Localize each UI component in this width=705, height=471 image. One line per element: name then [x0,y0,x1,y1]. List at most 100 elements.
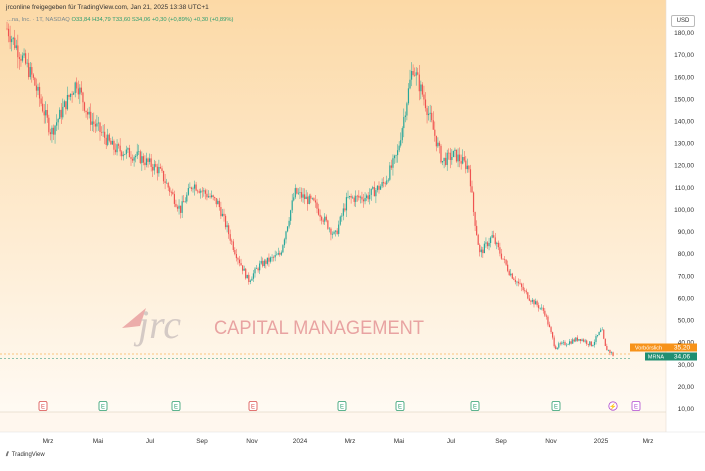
event-marker-label: E [41,405,45,411]
candle-body [414,74,416,76]
candle-body [552,332,554,338]
y-tick-label: 10,00 [678,406,695,413]
candle-body [542,307,544,311]
event-marker-shape [551,401,561,411]
price-axis: 180,00 170,00 160,00 150,00 140,00 130,00 120,… [674,30,694,413]
candle-body [412,71,414,75]
event-marker[interactable]: E [171,401,181,411]
candle-body [262,260,264,267]
candle-body [96,123,98,127]
event-marker[interactable]: E [337,401,347,411]
candle-body [18,57,20,59]
candle-body [352,197,354,199]
event-marker-label: E [554,405,558,411]
prev-badge-label-bg [630,343,667,352]
candle-body [565,344,568,346]
candle-body [536,301,538,306]
candle-body [118,144,120,146]
y-tick-label: 170,00 [674,52,694,59]
time-axis: Mrz Mai Jul Sep Nov 2024 Mrz Mai Jul Sep Nov 2025 Mr… [43,438,654,445]
y-tick-label: 110,00 [675,185,695,192]
candle-body [474,212,476,226]
event-marker[interactable]: ⚡ [608,401,618,411]
y-tick-label: 50,00 [678,318,695,325]
candle-body [144,162,146,166]
candle-body [116,144,118,153]
time-scale-background [0,412,666,432]
x-tick-label: Mai [93,438,103,445]
candle-body [609,349,611,353]
candle-body [104,131,106,138]
candle-body [308,195,310,204]
event-marker[interactable]: E [38,401,48,411]
candle-body [25,53,27,64]
candle-body [596,335,599,337]
candle-body [221,213,224,217]
candle-body [31,67,33,75]
publisher-line: jrconline freigegeben für TradingView.co… [6,4,209,11]
candle-body [328,228,330,230]
event-marker[interactable]: E [98,401,108,411]
currency-button[interactable]: USD [671,15,695,27]
candle-body [229,234,231,241]
candle-body [514,279,516,282]
candle-body [254,268,256,274]
event-marker-shape [608,401,618,411]
candle-body [595,336,597,342]
candle-body [389,165,391,180]
candle-body [57,119,59,123]
candle-body [15,45,17,49]
tradingview-footer[interactable]: ⫽ TradingView [6,452,45,459]
candle-body [187,188,189,195]
candle-body [319,214,321,217]
event-marker[interactable]: E [631,401,641,411]
candle-body [451,157,453,160]
candle-body [108,134,110,141]
candle-body [211,195,213,198]
candle-body [556,347,558,350]
event-marker[interactable]: E [551,401,561,411]
candle-body [553,337,555,347]
candle-body [288,220,290,227]
candle-body [73,93,75,95]
candle-body [429,112,431,114]
y-tick-label: 150,00 [674,96,694,103]
candle-body [291,200,293,211]
candle-body [243,268,245,271]
candle-body [28,62,30,78]
candle-body [294,188,296,198]
candle-body [507,264,509,271]
candle-body [224,215,227,228]
candle-body [228,225,230,235]
candle-body [149,158,151,162]
candle-body [218,200,220,208]
symbol-legend[interactable]: ...na, Inc. · 1T, NASDAQ O33,84 H34,79 T… [7,17,233,23]
candle-body [145,158,148,166]
event-marker-shape [171,401,181,411]
candle-body [392,158,394,168]
watermark-company: CAPITAL MANAGEMENT [214,318,424,339]
candle-body [207,196,210,198]
candle-body [575,337,577,342]
event-marker[interactable]: E [248,401,258,411]
candle-body [317,208,320,215]
candle-body [74,82,76,94]
candle-body [603,329,605,339]
candle-body [457,154,459,162]
candle-body [417,72,419,75]
event-marker[interactable]: E [470,401,480,411]
x-tick-label: 2025 [594,438,609,445]
event-marker-label: E [398,405,402,411]
ohlc-values: O33,84 H34,79 T33,60 S34,06 +0,30 (+0,89… [71,17,234,23]
candle-body [488,242,490,247]
candle-body [361,196,363,200]
candle-body [299,192,301,193]
event-marker[interactable]: E [395,401,405,411]
candle-body [37,86,39,91]
candle-body [197,190,199,192]
y-tick-label: 20,00 [678,384,695,391]
event-marker-label: E [251,405,255,411]
candle-body [280,252,282,255]
